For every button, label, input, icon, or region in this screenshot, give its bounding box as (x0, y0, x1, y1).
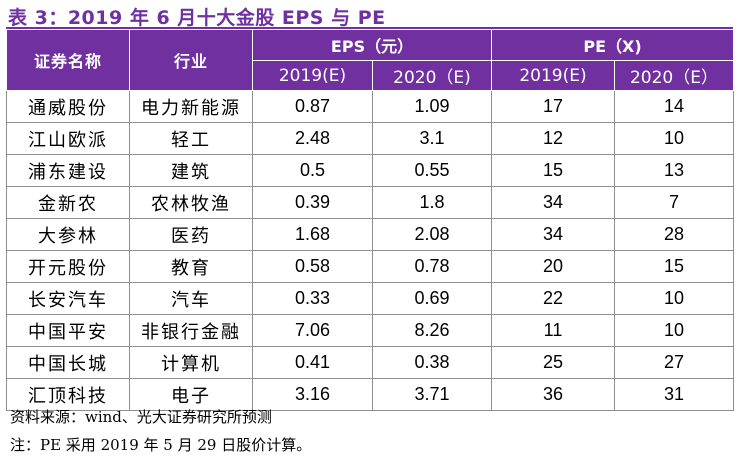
table-row: 中国平安 非银行金融 7.06 8.26 11 10 (6, 314, 734, 347)
cell-pe-2019: 34 (491, 218, 615, 251)
cell-stock-name: 大参林 (6, 218, 130, 251)
header-stock-name: 证券名称 (6, 29, 130, 91)
cell-stock-name: 金新农 (6, 186, 130, 219)
cell-pe-2020: 28 (614, 218, 734, 251)
table-row: 中国长城 计算机 0.41 0.38 25 27 (6, 346, 734, 379)
cell-eps-2019: 3.16 (252, 378, 373, 411)
source-note: 资料来源：wind、光大证券研究所预测 (10, 408, 272, 426)
cell-industry: 电力新能源 (129, 90, 253, 123)
cell-pe-2019: 22 (491, 282, 615, 315)
cell-industry: 医药 (129, 218, 253, 251)
table-row: 江山欧派 轻工 2.48 3.1 12 10 (6, 122, 734, 155)
cell-industry: 非银行金融 (129, 314, 253, 347)
cell-stock-name: 通威股份 (6, 90, 130, 123)
header-eps-2020: 2020（E) (372, 60, 492, 91)
cell-pe-2020: 15 (614, 250, 734, 283)
cell-eps-2020: 0.38 (372, 346, 492, 379)
cell-eps-2020: 2.08 (372, 218, 492, 251)
cell-industry: 汽车 (129, 282, 253, 315)
cell-pe-2020: 7 (614, 186, 734, 219)
cell-eps-2020: 1.8 (372, 186, 492, 219)
title-divider (6, 27, 733, 29)
cell-pe-2019: 34 (491, 186, 615, 219)
cell-pe-2020: 10 (614, 314, 734, 347)
cell-pe-2020: 31 (614, 378, 734, 411)
cell-eps-2019: 1.68 (252, 218, 373, 251)
cell-industry: 农林牧渔 (129, 186, 253, 219)
cell-industry: 轻工 (129, 122, 253, 155)
cell-eps-2020: 0.69 (372, 282, 492, 315)
cell-stock-name: 浦东建设 (6, 154, 130, 187)
cell-pe-2020: 27 (614, 346, 734, 379)
table-row: 通威股份 电力新能源 0.87 1.09 17 14 (6, 90, 734, 123)
cell-stock-name: 江山欧派 (6, 122, 130, 155)
cell-pe-2019: 17 (491, 90, 615, 123)
table-body: 通威股份 电力新能源 0.87 1.09 17 14 江山欧派 轻工 2.48 3.1 12 10 浦东… (6, 90, 734, 411)
cell-pe-2020: 13 (614, 154, 734, 187)
cell-pe-2019: 11 (491, 314, 615, 347)
cell-eps-2019: 0.41 (252, 346, 373, 379)
cell-pe-2019: 20 (491, 250, 615, 283)
cell-stock-name: 中国长城 (6, 346, 130, 379)
cell-eps-2020: 0.78 (372, 250, 492, 283)
header-pe-group: PE（X) (491, 29, 734, 61)
cell-pe-2020: 10 (614, 122, 734, 155)
cell-stock-name: 中国平安 (6, 314, 130, 347)
cell-eps-2019: 7.06 (252, 314, 373, 347)
header-pe-2019: 2019(E) (491, 60, 615, 91)
cell-stock-name: 开元股份 (6, 250, 130, 283)
cell-eps-2020: 0.55 (372, 154, 492, 187)
header-eps-group: EPS（元） (252, 29, 492, 61)
cell-eps-2019: 0.58 (252, 250, 373, 283)
cell-industry: 计算机 (129, 346, 253, 379)
cell-stock-name: 汇顶科技 (6, 378, 130, 411)
cell-eps-2019: 0.5 (252, 154, 373, 187)
cell-eps-2020: 8.26 (372, 314, 492, 347)
table-header: 证券名称 行业 EPS（元） PE（X) 2019(E) 2020（E) 201… (6, 29, 734, 91)
eps-pe-table: 证券名称 行业 EPS（元） PE（X) 2019(E) 2020（E) 201… (6, 29, 734, 411)
cell-industry: 建筑 (129, 154, 253, 187)
cell-pe-2019: 36 (491, 378, 615, 411)
table-row: 金新农 农林牧渔 0.39 1.8 34 7 (6, 186, 734, 219)
cell-stock-name: 长安汽车 (6, 282, 130, 315)
cell-pe-2019: 15 (491, 154, 615, 187)
cell-pe-2020: 10 (614, 282, 734, 315)
cell-eps-2020: 1.09 (372, 90, 492, 123)
table-row: 汇顶科技 电子 3.16 3.71 36 31 (6, 378, 734, 411)
cell-eps-2020: 3.1 (372, 122, 492, 155)
cell-eps-2020: 3.71 (372, 378, 492, 411)
table-title: 表 3：2019 年 6 月十大金股 EPS 与 PE (8, 7, 386, 29)
pe-note: 注：PE 采用 2019 年 5 月 29 日股价计算。 (10, 436, 312, 454)
cell-eps-2019: 0.87 (252, 90, 373, 123)
cell-pe-2019: 25 (491, 346, 615, 379)
cell-pe-2020: 14 (614, 90, 734, 123)
table-row: 大参林 医药 1.68 2.08 34 28 (6, 218, 734, 251)
cell-eps-2019: 0.33 (252, 282, 373, 315)
cell-industry: 电子 (129, 378, 253, 411)
table-row: 开元股份 教育 0.58 0.78 20 15 (6, 250, 734, 283)
header-pe-2020: 2020（E） (614, 60, 734, 91)
cell-industry: 教育 (129, 250, 253, 283)
cell-eps-2019: 0.39 (252, 186, 373, 219)
table-row: 浦东建设 建筑 0.5 0.55 15 13 (6, 154, 734, 187)
cell-pe-2019: 12 (491, 122, 615, 155)
header-eps-2019: 2019(E) (252, 60, 373, 91)
header-industry: 行业 (129, 29, 253, 91)
table-row: 长安汽车 汽车 0.33 0.69 22 10 (6, 282, 734, 315)
cell-eps-2019: 2.48 (252, 122, 373, 155)
